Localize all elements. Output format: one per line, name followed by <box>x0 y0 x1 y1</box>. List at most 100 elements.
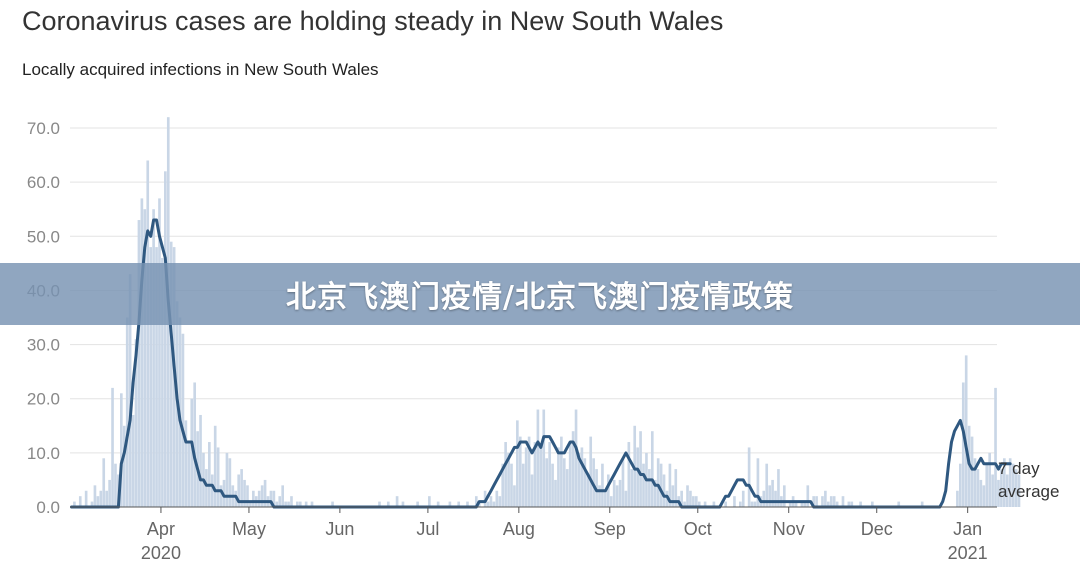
bar <box>213 425 217 507</box>
bar <box>466 501 469 507</box>
bar <box>994 387 997 507</box>
bar <box>794 501 798 507</box>
bar <box>979 479 983 507</box>
bar <box>122 425 126 507</box>
bar <box>448 501 452 507</box>
bar <box>959 463 962 507</box>
chart-subtitle: Locally acquired infections in New South… <box>22 60 379 79</box>
bar <box>639 431 642 507</box>
bar <box>304 501 308 507</box>
bar <box>712 501 716 507</box>
y-tick-label: 0.0 <box>36 498 60 517</box>
bar <box>208 442 211 507</box>
bar <box>697 501 701 507</box>
chart-title: Coronavirus cases are holding steady in … <box>22 6 724 36</box>
bar <box>815 496 818 507</box>
bar <box>527 436 531 507</box>
bar <box>298 501 302 507</box>
bar <box>428 496 431 507</box>
bar <box>753 501 757 507</box>
bar <box>604 490 607 507</box>
bar <box>457 501 461 507</box>
bar <box>140 198 144 507</box>
bar <box>131 414 135 507</box>
bar <box>841 496 845 507</box>
bar <box>474 496 478 507</box>
bar <box>777 469 780 507</box>
bar <box>257 490 261 507</box>
bar <box>598 485 601 507</box>
bar <box>401 501 405 507</box>
bar <box>560 436 563 507</box>
bar <box>524 447 528 507</box>
bar <box>738 501 742 507</box>
bar <box>771 479 774 507</box>
bar <box>692 496 695 507</box>
bar <box>184 420 188 507</box>
bar <box>668 463 672 507</box>
bar <box>521 463 525 507</box>
bar <box>539 447 543 507</box>
bar <box>627 442 631 507</box>
bar <box>788 501 792 507</box>
bar <box>219 485 223 507</box>
bar <box>436 501 440 507</box>
bar <box>1005 474 1009 507</box>
bar <box>956 490 959 507</box>
bar <box>897 501 901 507</box>
bar <box>181 333 185 507</box>
bar <box>105 490 108 507</box>
bar <box>988 452 991 507</box>
bar <box>516 420 519 507</box>
bar <box>93 485 97 507</box>
bar <box>518 436 522 507</box>
bar <box>510 463 513 507</box>
bar <box>997 479 1000 507</box>
bar <box>653 479 657 507</box>
x-tick-label: Sep <box>594 519 626 539</box>
bar <box>659 463 663 507</box>
bar <box>73 501 76 507</box>
bar <box>507 452 510 507</box>
bar <box>976 469 980 507</box>
bar <box>847 501 851 507</box>
bar <box>495 490 499 507</box>
bar <box>1017 474 1021 507</box>
x-tick-label: May <box>232 519 266 539</box>
bar <box>275 501 279 507</box>
bar <box>284 501 287 507</box>
y-axis-labels: 0.010.020.030.040.050.060.070.0 <box>27 119 60 517</box>
bar <box>281 485 285 507</box>
bar <box>205 469 208 507</box>
bar <box>724 501 727 507</box>
bar <box>577 452 581 507</box>
x-tick-label: Dec <box>861 519 893 539</box>
bar <box>765 463 769 507</box>
bar <box>859 501 862 507</box>
bar <box>249 501 252 507</box>
bar <box>1000 469 1003 507</box>
bar <box>961 382 965 507</box>
bar <box>492 501 496 507</box>
bar <box>586 474 590 507</box>
bar <box>694 496 698 507</box>
x-tick-label: Jan <box>953 519 982 539</box>
bar <box>920 501 924 507</box>
bar <box>161 257 164 507</box>
bar <box>199 414 202 507</box>
bar <box>146 160 150 507</box>
bar <box>111 387 114 507</box>
x-tick-label: Jul <box>416 519 439 539</box>
bar <box>756 458 760 507</box>
bar <box>850 501 854 507</box>
bar <box>656 458 660 507</box>
bar <box>548 442 551 507</box>
y-tick-label: 20.0 <box>27 390 60 409</box>
bar <box>225 452 229 507</box>
bar <box>134 339 138 507</box>
bar <box>618 479 622 507</box>
bar <box>158 198 161 507</box>
bar <box>125 317 129 507</box>
bar <box>155 247 158 507</box>
bar <box>260 485 264 507</box>
